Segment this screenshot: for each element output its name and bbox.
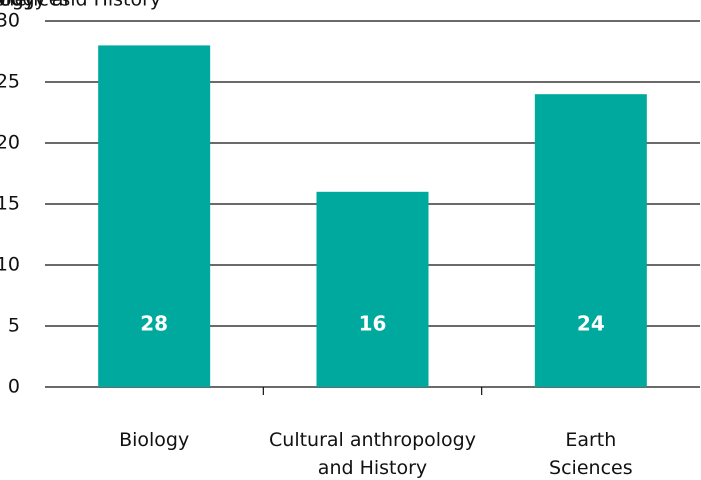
x-tick-label-line: Sciences — [549, 457, 633, 479]
y-tick-label: 25 — [0, 71, 20, 93]
y-tick-label: 0 — [8, 376, 20, 398]
value-label: 28 — [140, 312, 168, 336]
value-label: 16 — [359, 312, 387, 336]
x-tick-label-line: Biology — [119, 429, 189, 451]
bar — [534, 94, 647, 387]
value-label: 24 — [577, 312, 605, 336]
y-tick-label: 30 — [0, 10, 20, 32]
y-tick-label: 20 — [0, 132, 20, 154]
x-tick-label-line: and History — [318, 457, 427, 479]
y-tick-label: 10 — [0, 254, 20, 276]
x-tick-label-line: Cultural anthropology — [269, 429, 476, 451]
bar — [316, 191, 429, 387]
x-tick-label-line: Earth — [565, 429, 616, 451]
y-tick-label: 5 — [8, 315, 20, 337]
bar — [98, 45, 211, 388]
y-tick-label: 15 — [0, 193, 20, 215]
